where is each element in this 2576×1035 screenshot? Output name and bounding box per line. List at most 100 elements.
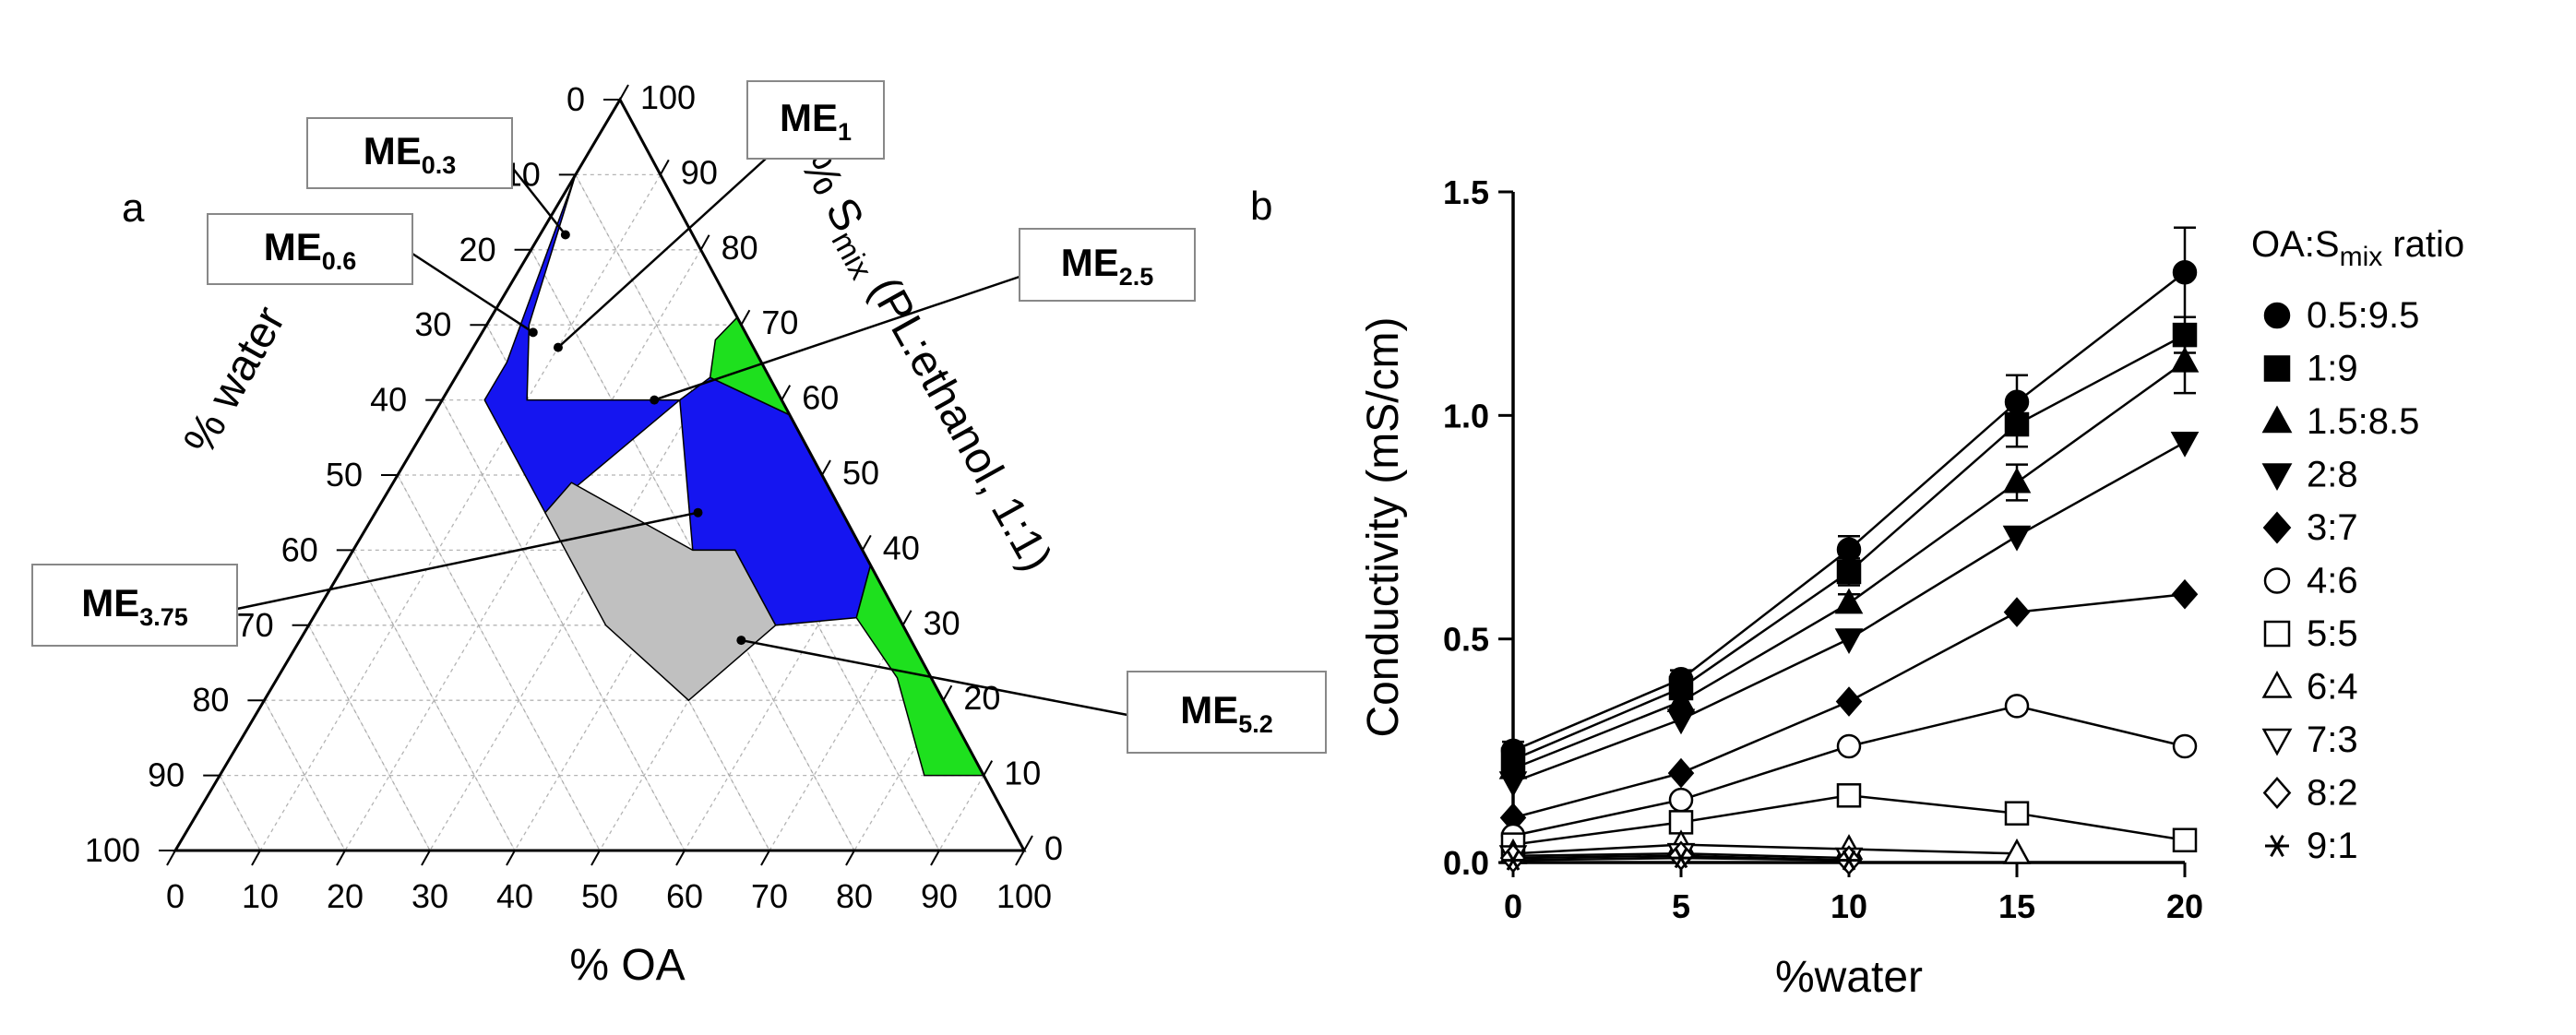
legend-item: 7:3 <box>2261 720 2358 760</box>
legend-marker <box>2261 670 2293 698</box>
legend-marker <box>2265 834 2289 858</box>
tick-label-water: 90 <box>148 756 185 794</box>
legend-item: 1:9 <box>2263 349 2358 389</box>
legend-item: 3:7 <box>2262 507 2358 548</box>
legend-marker <box>2263 567 2291 594</box>
legend-marker <box>2261 405 2293 434</box>
grid-line-oa <box>259 174 662 851</box>
data-point <box>1838 850 1860 871</box>
grid-line-oa <box>938 775 984 851</box>
legend-label: 3:7 <box>2307 507 2358 548</box>
tick-mark-oa <box>845 850 855 866</box>
tick-mark-oa <box>506 850 516 866</box>
data-point <box>1836 537 1862 562</box>
grid-line-solid <box>308 625 431 851</box>
tick-mark-oa <box>590 850 601 866</box>
x-tick-label: 10 <box>1831 887 1867 925</box>
data-point <box>1834 628 1864 655</box>
formulation-point <box>736 636 746 646</box>
y-axis-label: Conductivity (mS/cm) <box>1359 316 1408 737</box>
legend-title: OA:Smix ratio <box>2251 224 2464 272</box>
grid-line-solid <box>397 474 601 851</box>
data-point <box>2004 801 2030 826</box>
legend-label: 1.5:8.5 <box>2307 401 2419 442</box>
grid-line-water <box>263 699 346 851</box>
formulation-leader-line <box>411 252 534 334</box>
legend-marker <box>2263 355 2291 382</box>
legend-marker <box>2262 777 2292 809</box>
y-tick-label: 1.0 <box>1443 397 1489 434</box>
formulation-label-box <box>207 213 413 285</box>
tick-label-smix: 90 <box>681 153 718 191</box>
formulation-label: ME2.5 <box>1061 241 1154 291</box>
formulation-label: ME3.75 <box>81 581 188 631</box>
x-tick-label: 15 <box>1998 887 2035 925</box>
legend-label: 7:3 <box>2307 720 2358 760</box>
legend-item: 5:5 <box>2263 613 2358 654</box>
tick-label-smix: 80 <box>722 229 758 267</box>
legend-item: 1.5:8.5 <box>2261 401 2419 442</box>
legend-marker <box>2263 302 2291 329</box>
formulation-label-box <box>1019 228 1196 302</box>
formulation-label-box <box>306 117 513 189</box>
data-point <box>2171 578 2199 610</box>
grid-line-solid <box>263 699 346 851</box>
grid-line-water <box>397 474 601 851</box>
y-tick-label: 0.0 <box>1443 844 1489 882</box>
grid-line-water <box>352 550 516 851</box>
tick-label-smix: 10 <box>1004 755 1041 792</box>
series-line <box>1512 271 2186 752</box>
data-point <box>1834 588 1864 614</box>
tick-label-smix: 40 <box>883 529 920 566</box>
tick-mark-oa <box>166 850 176 866</box>
asterisk-stroke <box>2270 834 2284 858</box>
data-point <box>1670 848 1692 869</box>
asterisk-stroke <box>1506 850 1521 871</box>
y-tick-label: 1.5 <box>1443 173 1489 211</box>
tick-label-smix: 50 <box>842 454 879 492</box>
legend-item: 9:1 <box>2265 826 2358 866</box>
data-point <box>1667 757 1695 789</box>
series-line <box>1512 843 2018 855</box>
formulation-leader-line <box>507 161 566 236</box>
tick-mark-smix <box>983 760 994 777</box>
legend-label: 2:8 <box>2307 455 2358 495</box>
data-point <box>1836 783 1862 808</box>
tick-mark-oa <box>675 850 686 866</box>
series-line <box>1512 705 2186 838</box>
formulation-leader-line <box>741 638 1128 717</box>
tick-label-oa: 40 <box>496 877 533 915</box>
series-1-5-8-5 <box>1498 328 2200 779</box>
data-point <box>2004 694 2030 719</box>
tick-mark-smix <box>740 309 751 326</box>
tick-label-smix: 60 <box>802 379 839 417</box>
tick-mark-smix <box>699 234 710 251</box>
data-point <box>2002 467 2032 494</box>
tick-label-oa: 50 <box>581 877 618 915</box>
tick-label-oa: 20 <box>327 877 364 915</box>
tick-label-smix: 30 <box>924 604 960 642</box>
tick-label-oa: 60 <box>666 877 703 915</box>
legend-item: 4:6 <box>2263 561 2358 601</box>
data-point <box>1666 708 1696 735</box>
legend-marker <box>2261 463 2293 492</box>
grid-line-oa <box>599 474 823 851</box>
tick-mark-smix <box>1023 835 1033 851</box>
formulation-point <box>553 342 563 352</box>
tick-mark-oa <box>1015 850 1025 866</box>
tick-mark-oa <box>930 850 940 866</box>
data-point <box>2172 827 2198 853</box>
legend-label: 8:2 <box>2307 773 2358 814</box>
x-tick-label: 0 <box>1504 887 1522 925</box>
data-point <box>2170 431 2200 458</box>
x-tick-label: 5 <box>1672 887 1690 925</box>
tick-mark-smix <box>781 385 792 401</box>
tick-label-smix: 70 <box>761 303 798 341</box>
data-point <box>2003 597 2031 627</box>
formulation-leader-line <box>653 275 1020 401</box>
tick-mark-smix <box>901 610 912 626</box>
tick-label-oa: 30 <box>411 877 448 915</box>
legend-item: 8:2 <box>2262 773 2358 814</box>
legend-item: 0.5:9.5 <box>2263 295 2419 336</box>
tick-mark-oa <box>421 850 431 866</box>
